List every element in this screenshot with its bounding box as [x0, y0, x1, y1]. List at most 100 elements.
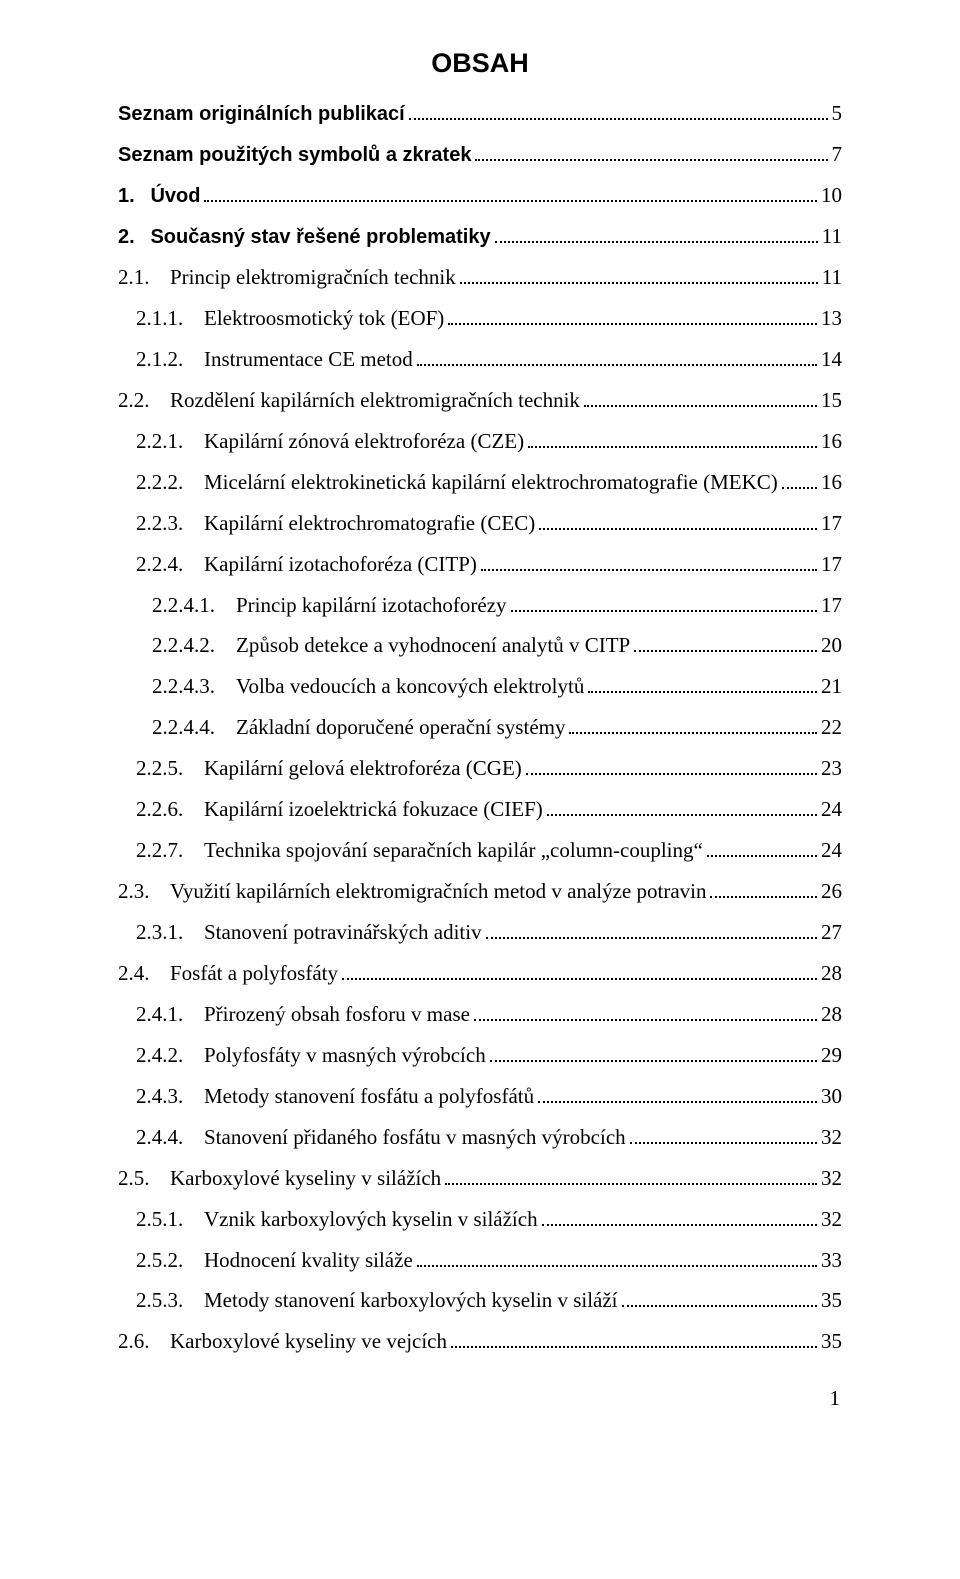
toc-entry-number: 2.3.1.: [136, 912, 204, 953]
toc-entry-label: Kapilární gelová elektroforéza (CGE): [204, 748, 522, 789]
toc-entry-number: 2.4.2.: [136, 1035, 204, 1076]
toc-entry: 2.2.4.3.Volba vedoucích a koncových elek…: [118, 666, 842, 707]
toc-entry-label: Fosfát a polyfosfáty: [170, 953, 338, 994]
toc-entry: Seznam originálních publikací5: [118, 93, 842, 134]
toc-leader-dots: [486, 921, 817, 939]
toc-entry: 2.2.4.2.Způsob detekce a vyhodnocení ana…: [118, 625, 842, 666]
document-page: OBSAH Seznam originálních publikací5Sezn…: [0, 0, 960, 1451]
toc-leader-dots: [448, 307, 817, 325]
toc-entry-number: 2.1.: [118, 257, 170, 298]
toc-entry-label: Micelární elektrokinetická kapilární ele…: [204, 462, 778, 503]
toc-entry-number: 2.: [118, 218, 135, 257]
toc-entry-number: 2.2.7.: [136, 830, 204, 871]
toc-entry-page: 35: [821, 1280, 842, 1321]
toc-leader-dots: [460, 266, 818, 284]
toc-entry-number: 2.2.4.2.: [152, 625, 236, 666]
toc-entry-number: 2.5.1.: [136, 1199, 204, 1240]
toc-entry-page: 7: [832, 134, 843, 175]
toc-leader-dots: [445, 1167, 817, 1185]
toc-entry-page: 23: [821, 748, 842, 789]
toc-leader-dots: [475, 143, 827, 161]
toc-entry-label: Polyfosfáty v masných výrobcích: [204, 1035, 486, 1076]
toc-entry-page: 26: [821, 871, 842, 912]
toc-entry-page: 22: [821, 707, 842, 748]
toc-entry-number: 2.2.4.4.: [152, 707, 236, 748]
toc-entry-number: 2.5.: [118, 1158, 170, 1199]
toc-entry: 2.5.1.Vznik karboxylových kyselin v silá…: [118, 1199, 842, 1240]
toc-entry-page: 17: [821, 585, 842, 626]
toc-entry-label: Stanovení přidaného fosfátu v masných vý…: [204, 1117, 626, 1158]
toc-entry: 2.2.1.Kapilární zónová elektroforéza (CZ…: [118, 421, 842, 462]
toc-entry-page: 33: [821, 1240, 842, 1281]
toc-entry: 2.3.1.Stanovení potravinářských aditiv27: [118, 912, 842, 953]
toc-entry-page: 24: [821, 830, 842, 871]
toc-entry-page: 32: [821, 1158, 842, 1199]
toc-entry-label: Přirozený obsah fosforu v mase: [204, 994, 470, 1035]
toc-entry: 2.4.Fosfát a polyfosfáty 28: [118, 953, 842, 994]
toc-entry: 2.4.4.Stanovení přidaného fosfátu v masn…: [118, 1117, 842, 1158]
toc-leader-dots: [409, 102, 828, 120]
toc-entry-page: 5: [832, 93, 843, 134]
toc-leader-dots: [528, 430, 817, 448]
toc-entry: 2.4.1.Přirozený obsah fosforu v mase28: [118, 994, 842, 1035]
toc-entry: 2.2.2.Micelární elektrokinetická kapilár…: [118, 462, 842, 503]
toc-entry-page: 21: [821, 666, 842, 707]
toc-entry-number: 2.4.: [118, 953, 170, 994]
toc-entry-label: Kapilární izotachoforéza (CITP): [204, 544, 477, 585]
page-number: 1: [118, 1386, 842, 1411]
toc-entry: 2.6.Karboxylové kyseliny ve vejcích35: [118, 1321, 842, 1362]
toc-entry-label: Seznam použitých symbolů a zkratek: [118, 136, 471, 175]
page-title: OBSAH: [118, 48, 842, 79]
toc-entry-page: 15: [821, 380, 842, 421]
toc-entry: 2.1.2.Instrumentace CE metod 14: [118, 339, 842, 380]
toc-entry-page: 17: [821, 503, 842, 544]
toc-entry-page: 28: [821, 994, 842, 1035]
toc-leader-dots: [782, 471, 817, 489]
toc-entry-page: 11: [822, 257, 842, 298]
toc-entry-page: 27: [821, 912, 842, 953]
toc-leader-dots: [342, 962, 817, 980]
toc-entry-number: 2.5.2.: [136, 1240, 204, 1281]
toc-entry: 2.2.7.Technika spojování separačních kap…: [118, 830, 842, 871]
toc-leader-dots: [538, 1085, 817, 1103]
toc-leader-dots: [634, 635, 817, 653]
toc-entry-page: 10: [821, 175, 842, 216]
toc-entry-label: Karboxylové kyseliny ve vejcích: [170, 1321, 447, 1362]
toc-entry-number: 2.2.5.: [136, 748, 204, 789]
toc-entry: 2.4.2.Polyfosfáty v masných výrobcích 29: [118, 1035, 842, 1076]
toc-entry-page: 28: [821, 953, 842, 994]
toc-entry-number: 2.2.4.3.: [152, 666, 236, 707]
toc-entry-number: 2.2.: [118, 380, 170, 421]
toc-entry-page: 11: [822, 216, 842, 257]
toc-entry-label: Využití kapilárních elektromigračních me…: [170, 871, 706, 912]
toc-entry-number: 2.2.4.: [136, 544, 204, 585]
toc-entry: 2.2.4.Kapilární izotachoforéza (CITP)17: [118, 544, 842, 585]
toc-entry-label: Princip kapilární izotachoforézy: [236, 585, 507, 626]
toc-entry-label: Instrumentace CE metod: [204, 339, 413, 380]
toc-entry-page: 35: [821, 1321, 842, 1362]
toc-leader-dots: [630, 1126, 817, 1144]
toc-entry-label: Technika spojování separačních kapilár „…: [204, 830, 703, 871]
toc-leader-dots: [622, 1290, 817, 1308]
toc-leader-dots: [542, 1208, 817, 1226]
toc-entry: 2.1.1.Elektroosmotický tok (EOF)13: [118, 298, 842, 339]
toc-entry-label: Úvod: [150, 177, 200, 216]
toc-entry-label: Rozdělení kapilárních elektromigračních …: [170, 380, 580, 421]
toc-entry-page: 14: [821, 339, 842, 380]
toc-leader-dots: [490, 1044, 817, 1062]
toc-entry-page: 13: [821, 298, 842, 339]
toc-leader-dots: [547, 798, 817, 816]
toc-entry: 2.5.Karboxylové kyseliny v silážích32: [118, 1158, 842, 1199]
toc-entry: 2.4.3.Metody stanovení fosfátu a polyfos…: [118, 1076, 842, 1117]
toc-entry-number: 2.2.3.: [136, 503, 204, 544]
toc-entry-number: 2.5.3.: [136, 1280, 204, 1321]
toc-leader-dots: [569, 717, 817, 735]
toc-entry-page: 30: [821, 1076, 842, 1117]
toc-entry-number: 2.3.: [118, 871, 170, 912]
toc-entry-number: 2.1.2.: [136, 339, 204, 380]
toc-entry: 2. Současný stav řešené problematiky11: [118, 216, 842, 257]
toc-entry-label: Vznik karboxylových kyselin v silážích: [204, 1199, 538, 1240]
toc-entry-label: Metody stanovení karboxylových kyselin v…: [204, 1280, 618, 1321]
toc-entry-page: 29: [821, 1035, 842, 1076]
toc-entry: 2.2.4.4.Základní doporučené operační sys…: [118, 707, 842, 748]
